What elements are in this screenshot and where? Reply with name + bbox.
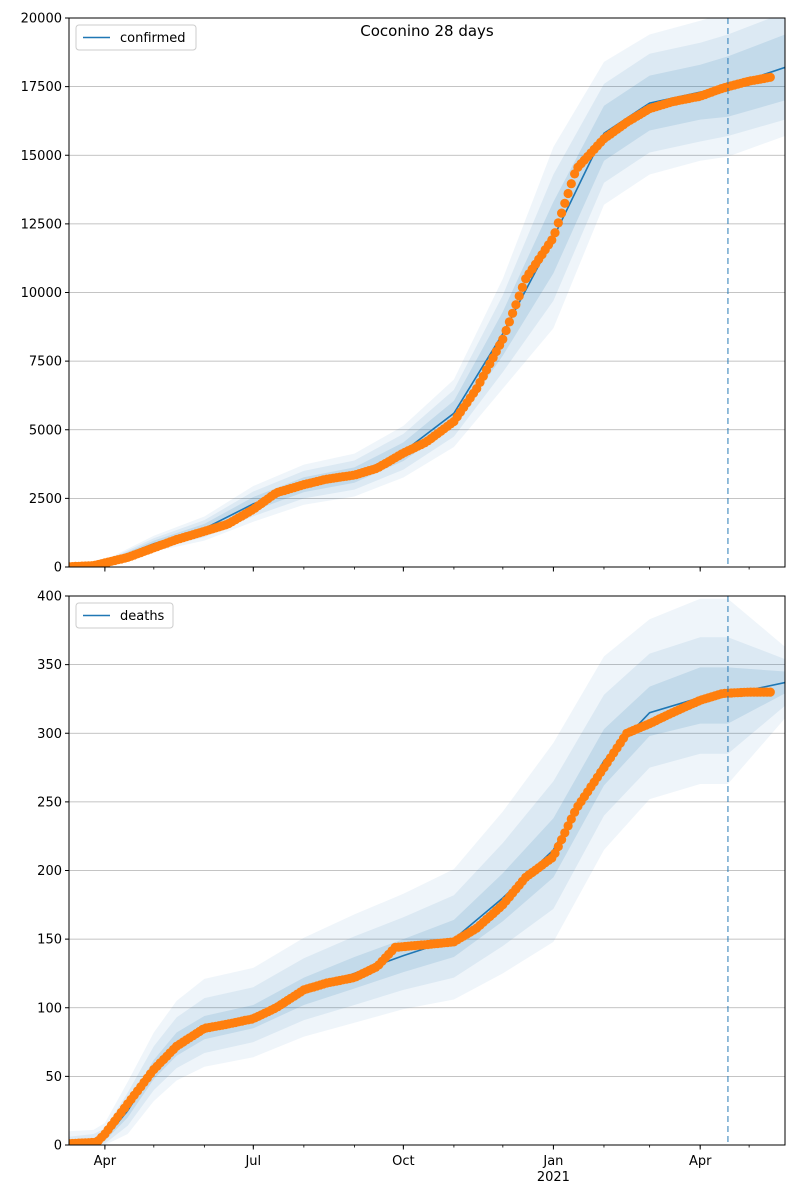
observed-point [566, 814, 576, 824]
observed-point [560, 828, 570, 838]
y-tick-label: 2500 [29, 492, 62, 507]
observed-point [560, 198, 570, 208]
observed-point [550, 228, 560, 238]
observed-series [69, 687, 775, 1145]
observed-point [765, 72, 775, 82]
y-tick-label: 17500 [21, 80, 62, 95]
x-tick-label: Jan [542, 1154, 563, 1169]
observed-point [557, 208, 567, 218]
observed-series [69, 72, 775, 567]
plot-area [69, 598, 785, 1145]
observed-point [514, 291, 524, 301]
y-tick-label: 7500 [29, 355, 62, 370]
y-tick-label: 10000 [21, 286, 62, 301]
x-tick-label: Apr [94, 1154, 117, 1169]
observed-point [550, 848, 560, 858]
legend-box [75, 24, 197, 51]
observed-point [566, 179, 576, 189]
observed-point [511, 300, 521, 310]
y-tick-label: 12500 [21, 217, 62, 232]
observed-point [507, 308, 518, 318]
x-tick-label: Jul [244, 1154, 261, 1169]
observed-point [563, 188, 573, 199]
x-tick-label: Apr [689, 1154, 712, 1169]
observed-point [765, 687, 775, 697]
observed-point [517, 282, 528, 292]
y-tick-label: 300 [37, 727, 62, 742]
confirmed-chart: 0 2500 5000 7500 10000 12500 15000 17500 20000 Co… [21, 12, 786, 576]
y-tick-label: 0 [54, 1139, 62, 1154]
observed-point [504, 317, 514, 327]
uncertainty-band [69, 598, 785, 1145]
chart-title: Coconino 28 days [360, 22, 494, 40]
x-tick-label: Oct [392, 1154, 414, 1169]
y-tick-label: 50 [45, 1070, 62, 1085]
observed-point [553, 218, 563, 228]
y-tick-label: 5000 [29, 423, 62, 438]
y-tick-label: 100 [37, 1001, 62, 1016]
y-tick-label: 150 [37, 933, 62, 948]
uncertainty-band [69, 18, 785, 567]
y-tick-label: 0 [54, 561, 62, 576]
y-tick-label: 200 [37, 864, 62, 879]
x-tick-sublabel: 2021 [537, 1170, 570, 1185]
observed-point [547, 235, 557, 245]
observed-point [498, 334, 508, 344]
legend: deaths [75, 602, 174, 629]
y-tick-label: 350 [37, 658, 62, 673]
plot-area [69, 18, 785, 567]
y-tick-label: 400 [37, 590, 62, 605]
observed-point [563, 821, 573, 831]
legend-label: deaths [120, 609, 165, 624]
y-tick-label: 15000 [21, 149, 62, 164]
observed-point [553, 841, 563, 852]
y-tick-label: 250 [37, 795, 62, 810]
legend-label: confirmed [120, 31, 186, 46]
y-tick-label: 20000 [21, 12, 62, 27]
uncertainty-band [69, 18, 785, 567]
observed-point [501, 325, 511, 336]
legend: confirmed [75, 24, 197, 51]
uncertainty-band [69, 667, 785, 1145]
legend-box [75, 602, 174, 629]
deaths-chart: 0 50 100 150 200 250 300 350 400 Apr Jul Oct Jan2021… [37, 590, 786, 1185]
